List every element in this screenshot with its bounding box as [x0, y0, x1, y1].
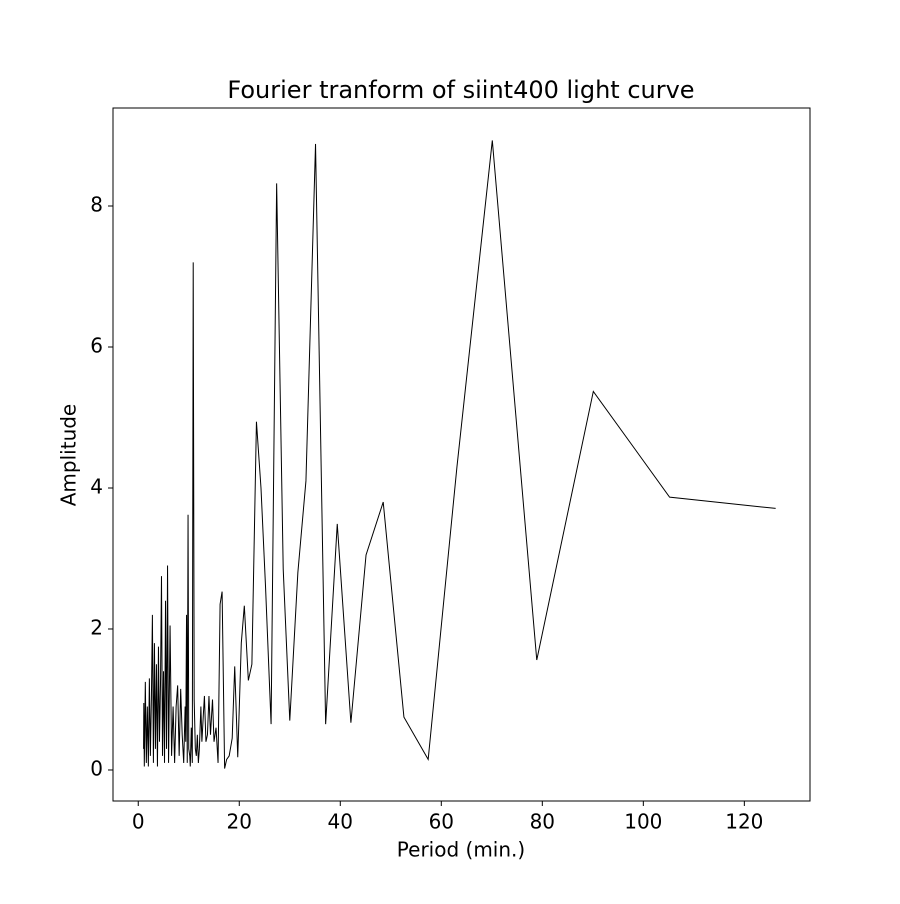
data-line [143, 140, 776, 769]
x-tick-label: 100 [624, 810, 662, 834]
y-tick-label: 4 [90, 474, 103, 498]
x-tick-label: 20 [227, 810, 252, 834]
x-tick-label: 40 [328, 810, 353, 834]
y-axis-label: Amplitude [57, 404, 81, 507]
y-tick-label: 6 [90, 333, 103, 357]
x-tick-label: 60 [429, 810, 454, 834]
x-tick-label: 80 [530, 810, 555, 834]
y-tick-label: 2 [90, 615, 103, 639]
y-tick-label: 0 [90, 756, 103, 780]
chart-title: Fourier tranform of siint400 light curve [227, 76, 694, 104]
y-tick-label: 8 [90, 192, 103, 216]
x-tick-label: 120 [725, 810, 763, 834]
x-tick-label: 0 [132, 810, 145, 834]
x-axis-label: Period (min.) [397, 838, 525, 862]
plot-frame [112, 107, 811, 802]
